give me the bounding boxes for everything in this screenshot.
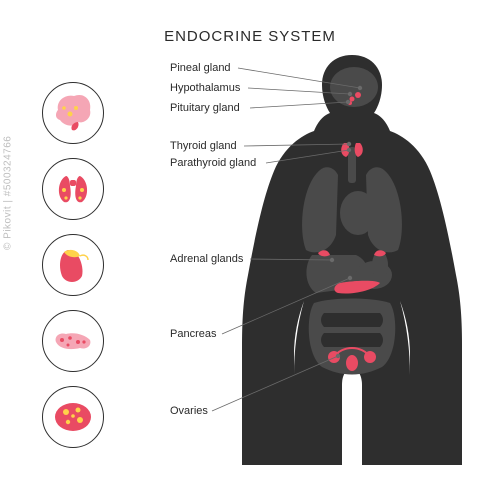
- watermark-text: © Pikovit | #500324766: [3, 136, 14, 250]
- thyroid-gland-icon: [42, 158, 104, 220]
- label-pancreas: Pancreas: [170, 328, 216, 340]
- label-hypothalamus: Hypothalamus: [170, 82, 240, 94]
- pancreas-gland-icon: [42, 310, 104, 372]
- diagram-title: ENDOCRINE SYSTEM: [164, 28, 336, 45]
- label-parathyroid: Parathyroid gland: [170, 157, 256, 169]
- label-ovaries: Ovaries: [170, 405, 208, 417]
- gland-icons-column: [42, 82, 112, 462]
- label-thyroid: Thyroid gland: [170, 140, 237, 152]
- ovary-gland-icon: [42, 386, 104, 448]
- adrenal-gland-icon: [42, 234, 104, 296]
- label-pineal: Pineal gland: [170, 62, 231, 74]
- label-adrenal: Adrenal glands: [170, 253, 243, 265]
- body-silhouette: [242, 55, 462, 465]
- label-pituitary: Pituitary gland: [170, 102, 240, 114]
- brain-gland-icon: [42, 82, 104, 144]
